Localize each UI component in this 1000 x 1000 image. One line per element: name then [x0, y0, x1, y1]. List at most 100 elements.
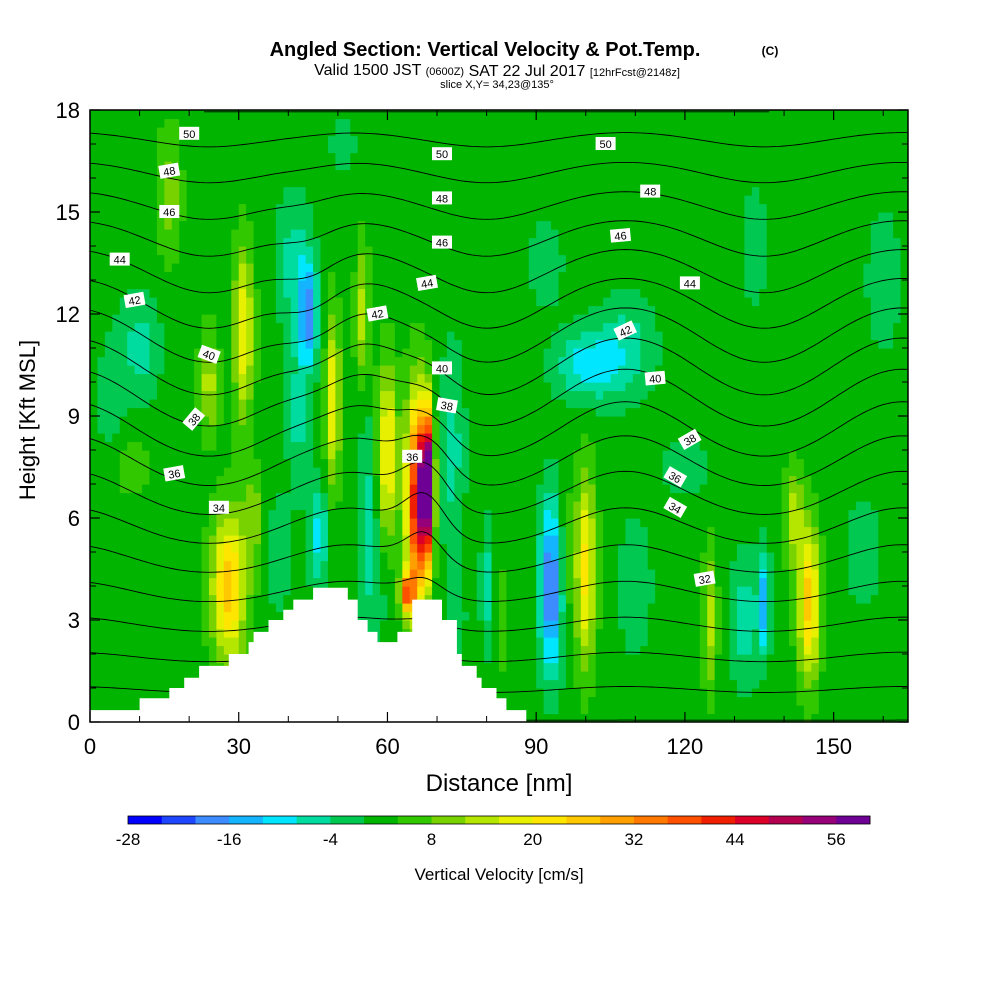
- velocity-cell: [796, 637, 805, 647]
- velocity-cell: [796, 679, 805, 689]
- velocity-cell: [194, 424, 203, 434]
- velocity-cell: [692, 645, 701, 655]
- velocity-cell: [454, 416, 463, 426]
- velocity-cell: [855, 458, 864, 468]
- velocity-cell: [484, 390, 493, 400]
- velocity-cell: [625, 518, 634, 528]
- velocity-cell: [402, 543, 411, 553]
- velocity-cell: [878, 577, 887, 587]
- velocity-cell: [662, 356, 671, 366]
- velocity-cell: [588, 484, 597, 494]
- velocity-cell: [134, 424, 143, 434]
- velocity-cell: [365, 543, 374, 553]
- velocity-cell: [551, 552, 560, 562]
- velocity-cell: [424, 484, 433, 494]
- velocity-cell: [142, 492, 151, 502]
- velocity-cell: [729, 348, 738, 358]
- velocity-cell: [551, 407, 560, 417]
- velocity-cell: [617, 637, 627, 647]
- velocity-cell: [692, 526, 701, 536]
- velocity-cell: [350, 407, 359, 417]
- velocity-cell: [476, 475, 485, 485]
- velocity-cell: [446, 543, 455, 553]
- velocity-cell: [543, 365, 552, 375]
- velocity-cell: [186, 628, 195, 638]
- velocity-cell: [878, 552, 887, 562]
- velocity-cell: [112, 603, 121, 613]
- velocity-cell: [632, 373, 641, 383]
- velocity-cell: [246, 560, 255, 570]
- velocity-cell: [722, 484, 731, 494]
- velocity-cell: [870, 458, 879, 468]
- velocity-cell: [469, 560, 478, 570]
- velocity-cell: [268, 331, 277, 341]
- velocity-cell: [417, 407, 426, 417]
- velocity-cell: [699, 348, 708, 358]
- velocity-cell: [387, 577, 396, 587]
- velocity-cell: [565, 492, 574, 502]
- velocity-cell: [164, 586, 173, 596]
- velocity-cell: [119, 696, 128, 706]
- velocity-cell: [499, 560, 508, 570]
- velocity-cell: [684, 348, 693, 358]
- velocity-cell: [127, 603, 136, 613]
- velocity-cell: [127, 509, 136, 519]
- velocity-cell: [394, 365, 403, 375]
- velocity-cell: [670, 611, 679, 621]
- velocity-cell: [432, 433, 441, 443]
- velocity-cell: [342, 348, 351, 358]
- velocity-cell: [714, 603, 723, 613]
- velocity-cell: [402, 611, 411, 621]
- velocity-cell: [469, 390, 478, 400]
- velocity-cell: [811, 645, 820, 655]
- velocity-cell: [565, 586, 574, 596]
- velocity-cell: [357, 424, 366, 434]
- velocity-cell: [744, 407, 753, 417]
- velocity-cell: [298, 543, 307, 553]
- velocity-cell: [179, 586, 188, 596]
- velocity-cell: [543, 696, 552, 706]
- velocity-cell: [647, 407, 656, 417]
- velocity-cell: [97, 518, 106, 528]
- velocity-cell: [632, 645, 641, 655]
- velocity-cell: [469, 552, 478, 562]
- velocity-cell: [417, 569, 426, 579]
- velocity-cell: [855, 603, 864, 613]
- velocity-cell: [692, 399, 701, 409]
- velocity-cell: [833, 628, 842, 638]
- velocity-cell: [751, 662, 760, 672]
- velocity-cell: [409, 433, 418, 443]
- velocity-cell: [885, 475, 894, 485]
- velocity-cell: [164, 688, 173, 698]
- velocity-cell: [320, 433, 329, 443]
- velocity-cell: [461, 611, 470, 621]
- velocity-cell: [684, 594, 693, 604]
- velocity-cell: [565, 407, 574, 417]
- velocity-cell: [833, 713, 842, 722]
- velocity-cell: [179, 450, 188, 460]
- velocity-cell: [179, 671, 188, 681]
- velocity-cell: [818, 450, 827, 460]
- velocity-cell: [119, 475, 128, 485]
- velocity-cell: [112, 484, 121, 494]
- velocity-cell: [595, 526, 604, 536]
- velocity-cell: [833, 484, 842, 494]
- velocity-cell: [900, 603, 908, 613]
- velocity-cell: [893, 696, 902, 706]
- velocity-cell: [506, 433, 515, 443]
- velocity-cell: [246, 356, 255, 366]
- velocity-cell: [298, 331, 307, 341]
- velocity-cell: [551, 586, 560, 596]
- velocity-cell: [692, 654, 701, 664]
- velocity-cell: [357, 586, 366, 596]
- velocity-cell: [469, 441, 478, 451]
- velocity-cell: [171, 577, 180, 587]
- velocity-cell: [789, 577, 798, 587]
- velocity-cell: [536, 339, 545, 349]
- velocity-cell: [179, 603, 188, 613]
- velocity-cell: [841, 671, 850, 681]
- velocity-cell: [350, 526, 359, 536]
- velocity-cell: [610, 679, 619, 689]
- velocity-cell: [164, 356, 173, 366]
- velocity-cell: [372, 535, 381, 545]
